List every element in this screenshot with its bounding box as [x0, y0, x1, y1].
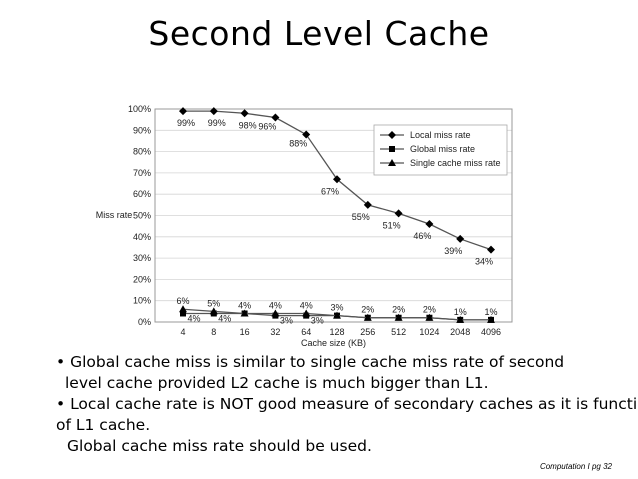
data-point [394, 313, 403, 321]
data-label: 2% [392, 305, 405, 315]
data-label: 96% [258, 122, 276, 132]
legend-box [373, 124, 508, 176]
data-point [302, 309, 311, 317]
bullet-1-line-1: • Global cache miss is similar to single… [56, 353, 565, 371]
x-tick-label: 256 [360, 327, 375, 337]
x-tick-label: 128 [329, 327, 344, 337]
data-point [271, 113, 280, 122]
y-tick-label: 40% [133, 232, 151, 242]
x-tick-label: 16 [240, 327, 250, 337]
x-axis-label: Cache size (KB) [301, 338, 366, 348]
legend-marker [388, 131, 396, 139]
x-tick-label: 512 [391, 327, 406, 337]
y-axis-label: Miss rate [96, 210, 133, 220]
bullet-2-line-3: Global cache miss rate should be used. [67, 437, 372, 455]
y-tick-label: 100% [128, 104, 151, 114]
y-tick-label: 0% [138, 317, 151, 327]
legend-label: Single cache miss rate [410, 158, 501, 168]
data-label: 4% [218, 313, 231, 323]
data-point [302, 130, 311, 139]
data-label: 5% [207, 298, 220, 308]
data-label: 4% [187, 313, 200, 323]
data-label: 99% [208, 118, 226, 128]
data-label: 3% [330, 303, 343, 313]
data-point [240, 109, 249, 118]
chart-axes: 0% 10% 20% 30% 40% 50% 60% 70% 80% 90% 100% 4 8 16 32 6… [96, 104, 513, 348]
x-tick-label: 8 [211, 327, 216, 337]
legend-label: Local miss rate [410, 130, 471, 140]
y-tick-label: 90% [133, 125, 151, 135]
data-point [363, 200, 372, 209]
bullet-list: • Global cache miss is similar to single… [56, 352, 638, 457]
bullet-2-line-1: • Local cache rate is NOT good measure o… [56, 395, 638, 413]
x-tick-label: 32 [270, 327, 280, 337]
y-tick-label: 70% [133, 168, 151, 178]
x-tick-label: 64 [301, 327, 311, 337]
data-point [209, 107, 218, 116]
data-label: 51% [383, 220, 401, 230]
data-point [363, 313, 372, 321]
y-tick-label: 20% [133, 274, 151, 284]
data-label: 1% [454, 307, 467, 317]
bullet-2-line-2: of L1 cache. [56, 416, 151, 434]
y-tick-label: 10% [133, 296, 151, 306]
bullet-1-line-2: level cache provided L2 cache is much bi… [65, 374, 489, 392]
data-label: 6% [176, 296, 189, 306]
chart-legend: Local miss rate Global miss rate Single ca… [373, 124, 508, 176]
data-label: 2% [361, 305, 374, 315]
series-0: 99% 99% 98% 96% 88% 67% 55% 51% 46% 39% 34% [177, 107, 495, 267]
y-tick-label: 30% [133, 253, 151, 263]
legend-marker [388, 159, 396, 166]
data-label: 34% [475, 257, 493, 267]
data-label: 88% [289, 139, 307, 149]
data-point [425, 313, 434, 321]
plot-frame [154, 108, 513, 323]
data-point [456, 234, 465, 243]
data-point [333, 311, 341, 319]
x-tick-label: 4096 [481, 327, 501, 337]
data-point [456, 315, 465, 323]
legend-label: Global miss rate [410, 144, 475, 154]
slide-footer: Computation I pg 32 [539, 462, 612, 471]
data-label: 1% [484, 307, 497, 317]
data-label: 39% [444, 246, 462, 256]
data-label: 99% [177, 118, 195, 128]
series-2: 6% 5% 4% 4% 4% 3% 2% 2% 2% 1% 1% [176, 296, 498, 323]
y-tick-label: 60% [133, 189, 151, 199]
data-point [425, 220, 434, 229]
y-tick-label: 50% [133, 211, 151, 221]
slide-title: Second Level Cache [148, 14, 490, 53]
data-point [240, 309, 249, 317]
data-point [179, 305, 187, 313]
legend-marker [389, 146, 395, 152]
data-label: 4% [300, 300, 313, 310]
chart-series: 99% 99% 98% 96% 88% 67% 55% 51% 46% 39% 34% 4% 4% 3% 3… [176, 107, 498, 326]
data-label: 55% [352, 212, 370, 222]
data-label: 2% [423, 305, 436, 315]
data-label: 4% [269, 300, 282, 310]
y-tick-label: 80% [133, 147, 151, 157]
data-point [271, 309, 280, 317]
data-point [333, 175, 341, 184]
data-label: 67% [321, 186, 339, 196]
x-tick-label: 1024 [419, 327, 439, 337]
x-tick-label: 2048 [450, 327, 470, 337]
data-label: 3% [311, 316, 324, 326]
data-label: 46% [413, 231, 431, 241]
data-point [487, 245, 495, 254]
data-label: 4% [238, 300, 251, 310]
data-label: 98% [239, 120, 257, 130]
data-point [179, 107, 187, 116]
x-tick-label: 4 [180, 327, 185, 337]
data-point [209, 307, 218, 315]
data-point [487, 315, 495, 323]
data-label: 3% [280, 316, 293, 326]
data-point [180, 310, 186, 317]
data-point [394, 209, 403, 218]
